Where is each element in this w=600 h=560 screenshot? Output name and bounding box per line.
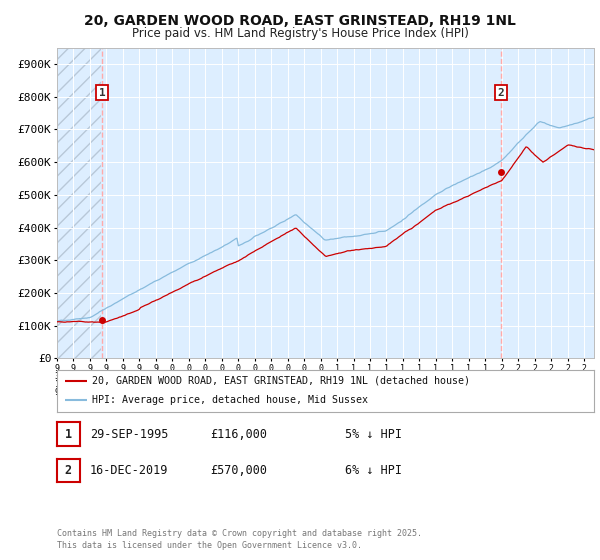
Text: 1: 1 (99, 88, 106, 97)
Text: £570,000: £570,000 (210, 464, 267, 477)
Text: Price paid vs. HM Land Registry's House Price Index (HPI): Price paid vs. HM Land Registry's House … (131, 27, 469, 40)
Text: 16-DEC-2019: 16-DEC-2019 (90, 464, 169, 477)
Text: 2: 2 (65, 464, 72, 477)
Text: 29-SEP-1995: 29-SEP-1995 (90, 427, 169, 441)
Text: 20, GARDEN WOOD ROAD, EAST GRINSTEAD, RH19 1NL: 20, GARDEN WOOD ROAD, EAST GRINSTEAD, RH… (84, 14, 516, 28)
Text: £116,000: £116,000 (210, 427, 267, 441)
Text: 1: 1 (65, 427, 72, 441)
Text: 2: 2 (498, 88, 505, 97)
Text: 5% ↓ HPI: 5% ↓ HPI (345, 427, 402, 441)
Text: 6% ↓ HPI: 6% ↓ HPI (345, 464, 402, 477)
Text: Contains HM Land Registry data © Crown copyright and database right 2025.
This d: Contains HM Land Registry data © Crown c… (57, 529, 422, 550)
Text: HPI: Average price, detached house, Mid Sussex: HPI: Average price, detached house, Mid … (92, 395, 368, 405)
Text: 20, GARDEN WOOD ROAD, EAST GRINSTEAD, RH19 1NL (detached house): 20, GARDEN WOOD ROAD, EAST GRINSTEAD, RH… (92, 376, 470, 386)
